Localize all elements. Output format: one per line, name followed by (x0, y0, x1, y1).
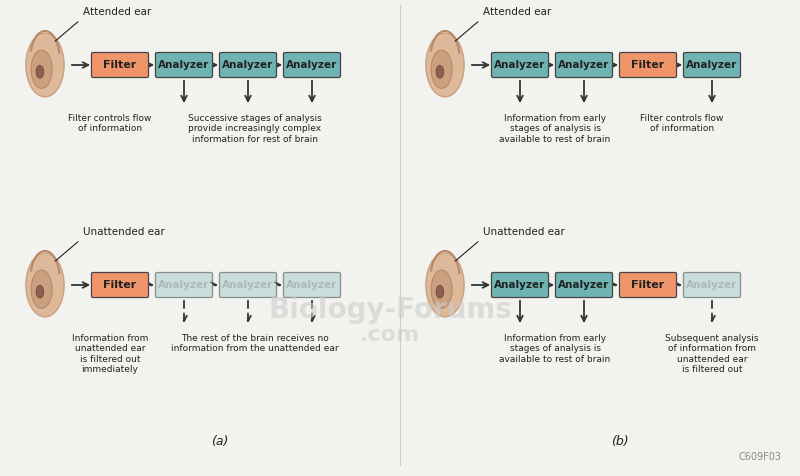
FancyBboxPatch shape (91, 272, 149, 298)
Text: Unattended ear: Unattended ear (483, 227, 565, 237)
Ellipse shape (26, 253, 64, 317)
Text: Analyzer: Analyzer (286, 60, 338, 70)
Text: Information from early
stages of analysis is
available to rest of brain: Information from early stages of analysi… (499, 114, 610, 144)
Text: Information from early
stages of analysis is
available to rest of brain: Information from early stages of analysi… (499, 334, 610, 364)
Text: Analyzer: Analyzer (222, 60, 274, 70)
Text: Analyzer: Analyzer (494, 60, 546, 70)
Text: The rest of the brain receives no
information from the unattended ear: The rest of the brain receives no inform… (171, 334, 339, 353)
FancyBboxPatch shape (283, 272, 341, 298)
Text: Analyzer: Analyzer (158, 60, 210, 70)
Text: Analyzer: Analyzer (558, 60, 610, 70)
Text: Analyzer: Analyzer (558, 280, 610, 290)
Ellipse shape (26, 33, 64, 97)
Text: Subsequent analysis
of information from
unattended ear
is filtered out: Subsequent analysis of information from … (666, 334, 758, 374)
Ellipse shape (36, 65, 44, 78)
Text: Filter: Filter (103, 60, 137, 70)
FancyBboxPatch shape (491, 272, 549, 298)
FancyBboxPatch shape (219, 272, 277, 298)
Text: Filter: Filter (631, 60, 665, 70)
Text: Filter: Filter (631, 280, 665, 290)
FancyBboxPatch shape (155, 272, 213, 298)
Text: (a): (a) (211, 435, 229, 448)
Text: Information from
unattended ear
is filtered out
immediately: Information from unattended ear is filte… (72, 334, 148, 374)
FancyBboxPatch shape (91, 52, 149, 78)
Text: Analyzer: Analyzer (286, 280, 338, 290)
FancyBboxPatch shape (555, 52, 613, 78)
Text: C609F03: C609F03 (738, 452, 782, 462)
Text: Analyzer: Analyzer (222, 280, 274, 290)
Text: Filter controls flow
of information: Filter controls flow of information (68, 114, 152, 133)
FancyBboxPatch shape (619, 272, 677, 298)
Text: Analyzer: Analyzer (686, 280, 738, 290)
Ellipse shape (36, 286, 44, 298)
FancyBboxPatch shape (619, 52, 677, 78)
Text: Successive stages of analysis
provide increasingly complex
information for rest : Successive stages of analysis provide in… (188, 114, 322, 144)
Ellipse shape (31, 270, 52, 308)
FancyBboxPatch shape (155, 52, 213, 78)
Text: Biology-Forums: Biology-Forums (268, 296, 512, 324)
Text: (b): (b) (611, 435, 629, 448)
FancyBboxPatch shape (219, 52, 277, 78)
Text: Analyzer: Analyzer (686, 60, 738, 70)
FancyBboxPatch shape (283, 52, 341, 78)
Ellipse shape (431, 270, 452, 308)
Text: Filter: Filter (103, 280, 137, 290)
Text: Analyzer: Analyzer (494, 280, 546, 290)
Ellipse shape (436, 286, 444, 298)
FancyBboxPatch shape (683, 272, 741, 298)
Text: Unattended ear: Unattended ear (83, 227, 165, 237)
Ellipse shape (426, 33, 464, 97)
Text: Analyzer: Analyzer (158, 280, 210, 290)
Text: Filter controls flow
of information: Filter controls flow of information (640, 114, 724, 133)
Ellipse shape (436, 65, 444, 78)
Ellipse shape (431, 50, 452, 89)
Text: Attended ear: Attended ear (83, 7, 151, 17)
Text: .com: .com (360, 325, 420, 345)
Ellipse shape (31, 50, 52, 89)
FancyBboxPatch shape (555, 272, 613, 298)
Ellipse shape (426, 253, 464, 317)
FancyBboxPatch shape (683, 52, 741, 78)
FancyBboxPatch shape (491, 52, 549, 78)
Text: Attended ear: Attended ear (483, 7, 551, 17)
